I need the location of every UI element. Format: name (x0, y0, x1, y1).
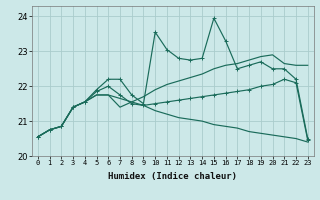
X-axis label: Humidex (Indice chaleur): Humidex (Indice chaleur) (108, 172, 237, 181)
